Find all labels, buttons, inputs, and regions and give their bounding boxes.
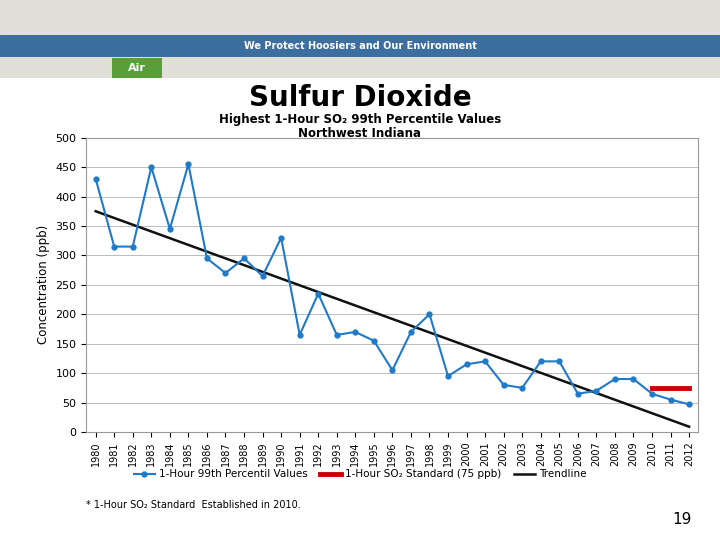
Trendline bbox=[685, 423, 693, 430]
1-Hour 99th Percentil Values bbox=[147, 164, 156, 170]
1-Hour 99th Percentil Values bbox=[426, 311, 434, 318]
Trendline bbox=[128, 221, 137, 228]
1-Hour 99th Percentil Values bbox=[407, 329, 415, 335]
Trendline bbox=[240, 262, 248, 268]
1-Hour 99th Percentil Values bbox=[518, 384, 526, 391]
1-Hour 99th Percentil Values bbox=[444, 373, 452, 379]
1-Hour 99th Percentil Values bbox=[314, 291, 323, 297]
1-Hour 99th Percentil Values bbox=[629, 376, 638, 382]
Trendline bbox=[388, 316, 397, 322]
1-Hour 99th Percentil Values bbox=[91, 176, 100, 182]
Trendline bbox=[221, 255, 230, 261]
Trendline bbox=[295, 282, 304, 288]
1-Hour 99th Percentil Values bbox=[536, 358, 545, 365]
1-Hour 99th Percentil Values bbox=[574, 390, 582, 397]
1-Hour 99th Percentil Values bbox=[481, 358, 490, 365]
Trendline bbox=[110, 215, 119, 221]
Trendline bbox=[666, 417, 675, 423]
Trendline bbox=[314, 289, 323, 295]
Trendline bbox=[258, 268, 267, 275]
1-Hour 99th Percentil Values bbox=[295, 332, 304, 338]
1-Hour 99th Percentil Values bbox=[555, 358, 564, 365]
Trendline bbox=[333, 295, 341, 302]
Trendline bbox=[611, 396, 619, 403]
Trendline bbox=[369, 309, 378, 315]
Trendline bbox=[592, 390, 600, 396]
1-Hour SO₂ Standard (75 ppb) bbox=[685, 384, 693, 391]
1-Hour 99th Percentil Values bbox=[110, 244, 119, 250]
1-Hour 99th Percentil Values bbox=[166, 226, 174, 232]
Trendline bbox=[462, 343, 471, 349]
1-Hour 99th Percentil Values bbox=[184, 161, 193, 167]
1-Hour 99th Percentil Values bbox=[611, 376, 619, 382]
1-Hour 99th Percentil Values bbox=[462, 361, 471, 368]
1-Hour 99th Percentil Values bbox=[258, 273, 267, 279]
Text: Highest 1-Hour SO₂ 99th Percentile Values: Highest 1-Hour SO₂ 99th Percentile Value… bbox=[219, 113, 501, 126]
1-Hour 99th Percentil Values bbox=[685, 401, 693, 408]
Trendline bbox=[555, 376, 564, 383]
Text: Sulfur Dioxide: Sulfur Dioxide bbox=[248, 84, 472, 112]
Trendline bbox=[351, 302, 359, 309]
Trendline bbox=[574, 383, 582, 389]
Text: We Protect Hoosiers and Our Environment: We Protect Hoosiers and Our Environment bbox=[243, 41, 477, 51]
Trendline bbox=[202, 248, 211, 255]
1-Hour 99th Percentil Values bbox=[666, 396, 675, 403]
1-Hour 99th Percentil Values bbox=[351, 329, 359, 335]
Trendline bbox=[500, 356, 508, 362]
1-Hour 99th Percentil Values bbox=[333, 332, 341, 338]
Line: Trendline: Trendline bbox=[96, 211, 689, 427]
1-Hour 99th Percentil Values bbox=[388, 367, 397, 374]
Text: * 1-Hour SO₂ Standard  Established in 2010.: * 1-Hour SO₂ Standard Established in 201… bbox=[86, 500, 301, 510]
Text: Air: Air bbox=[128, 63, 145, 73]
Legend: 1-Hour 99th Percentil Values, 1-Hour SO₂ Standard (75 ppb), Trendline: 1-Hour 99th Percentil Values, 1-Hour SO₂… bbox=[130, 465, 590, 483]
1-Hour SO₂ Standard (75 ppb) bbox=[648, 384, 657, 391]
1-Hour 99th Percentil Values bbox=[500, 382, 508, 388]
Trendline bbox=[444, 336, 452, 342]
1-Hour 99th Percentil Values bbox=[369, 338, 378, 344]
1-Hour 99th Percentil Values bbox=[648, 390, 657, 397]
Trendline bbox=[276, 275, 285, 282]
Trendline bbox=[648, 410, 657, 416]
Trendline bbox=[166, 235, 174, 241]
1-Hour SO₂ Standard (75 ppb) bbox=[666, 384, 675, 391]
Trendline bbox=[629, 403, 638, 410]
Y-axis label: Concentration (ppb): Concentration (ppb) bbox=[37, 225, 50, 345]
1-Hour 99th Percentil Values bbox=[592, 388, 600, 394]
Trendline bbox=[518, 363, 526, 369]
1-Hour 99th Percentil Values bbox=[128, 244, 137, 250]
Trendline bbox=[91, 208, 100, 214]
Trendline bbox=[407, 322, 415, 329]
1-Hour 99th Percentil Values bbox=[276, 234, 285, 241]
Trendline bbox=[481, 349, 490, 356]
Text: Northwest Indiana: Northwest Indiana bbox=[299, 127, 421, 140]
1-Hour 99th Percentil Values bbox=[202, 255, 211, 261]
Trendline bbox=[147, 228, 156, 235]
Trendline bbox=[184, 242, 193, 248]
Line: 1-Hour 99th Percentil Values: 1-Hour 99th Percentil Values bbox=[94, 162, 691, 407]
Text: 19: 19 bbox=[672, 511, 691, 526]
1-Hour 99th Percentil Values bbox=[221, 270, 230, 276]
Trendline bbox=[536, 369, 545, 376]
Trendline bbox=[426, 329, 434, 336]
1-Hour 99th Percentil Values bbox=[240, 255, 248, 261]
